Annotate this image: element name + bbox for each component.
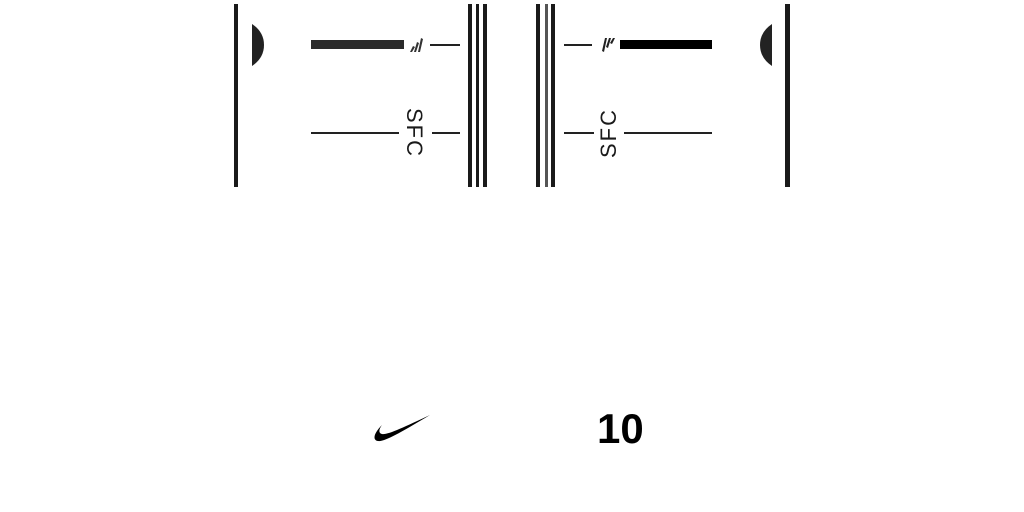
right-short-line bbox=[564, 44, 592, 46]
adidas-logo-icon-right bbox=[602, 38, 615, 52]
right-triple-line-1 bbox=[536, 4, 540, 187]
kit-number: 10 bbox=[597, 405, 644, 452]
right-stripe-bar bbox=[620, 40, 712, 49]
right-triple-line-3 bbox=[551, 4, 555, 187]
right-collar-tab-icon bbox=[760, 24, 772, 66]
right-divider-line-short bbox=[564, 132, 594, 134]
left-triple-line-1 bbox=[468, 4, 472, 187]
left-collar-tab-icon bbox=[252, 24, 264, 66]
right-sfc-text: SFC bbox=[596, 108, 621, 158]
left-border-line bbox=[234, 4, 238, 187]
right-border-line bbox=[785, 4, 790, 187]
left-short-line bbox=[430, 44, 460, 46]
left-triple-line-2 bbox=[476, 4, 479, 187]
adidas-logo-icon bbox=[410, 38, 423, 52]
left-divider-line bbox=[311, 132, 399, 134]
left-stripe-bar bbox=[311, 40, 404, 49]
left-triple-line-3 bbox=[483, 4, 487, 187]
left-divider-line-short bbox=[432, 132, 460, 134]
nike-swoosh-icon bbox=[374, 415, 430, 442]
right-divider-line bbox=[624, 132, 712, 134]
left-sfc-text: SFC bbox=[402, 108, 427, 158]
right-triple-line-2 bbox=[545, 4, 548, 187]
